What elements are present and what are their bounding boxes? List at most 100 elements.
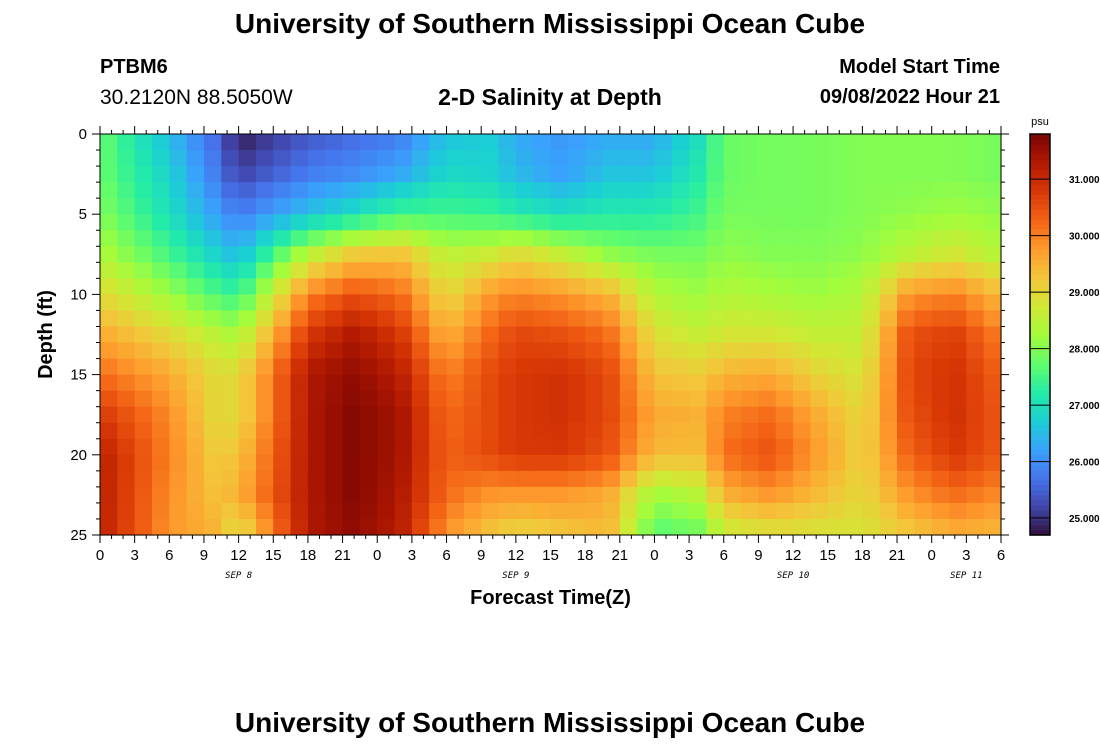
colorbar-band — [1030, 164, 1050, 170]
heatmap-cell — [966, 262, 985, 279]
heatmap-cell — [169, 438, 188, 456]
heatmap-cell — [481, 454, 500, 472]
x-axis-label: Forecast Time(Z) — [470, 587, 631, 609]
heatmap-cell — [463, 470, 482, 488]
heatmap-cell — [515, 326, 534, 344]
heatmap-cell — [949, 470, 967, 488]
heatmap-cell — [394, 358, 413, 376]
heatmap-cell — [758, 214, 777, 231]
model-start-value: 09/08/2022 Hour 21 — [819, 86, 1000, 108]
heatmap-cell — [689, 134, 708, 151]
heatmap-cell — [654, 454, 673, 472]
heatmap-cell — [203, 518, 222, 536]
colorbar-band — [1030, 374, 1050, 381]
heatmap-cell — [550, 390, 569, 408]
heatmap-cell — [221, 422, 240, 440]
heatmap-cell — [100, 150, 118, 167]
heatmap-cell — [827, 342, 846, 360]
heatmap-cell — [689, 438, 708, 456]
heatmap-cell — [637, 486, 656, 504]
heatmap-cell — [255, 278, 274, 295]
heatmap-cell — [567, 230, 586, 247]
heatmap-cell — [100, 310, 118, 328]
heatmap-cell — [567, 310, 586, 328]
heatmap-cell — [411, 342, 430, 360]
heatmap-cell — [879, 150, 898, 167]
heatmap-cell — [273, 470, 292, 488]
heatmap-cell — [377, 262, 396, 279]
colorbar-band — [1030, 259, 1050, 265]
heatmap-cell — [966, 454, 985, 472]
heatmap-cell — [325, 278, 344, 295]
heatmap-cell — [151, 182, 170, 199]
heatmap-cell — [273, 358, 292, 376]
heatmap-cell — [151, 374, 170, 392]
heatmap-cell — [481, 518, 500, 536]
heatmap-cell — [914, 438, 933, 456]
heatmap-cell — [758, 470, 777, 488]
heatmap-cell — [654, 486, 673, 504]
heatmap-cell — [394, 214, 413, 231]
colorbar-band — [1030, 464, 1050, 471]
heatmap-cell — [533, 278, 552, 295]
heatmap-cell — [827, 422, 846, 440]
heatmap-cell — [325, 374, 344, 392]
heatmap-cell — [723, 406, 742, 424]
heatmap-cell — [186, 390, 205, 408]
heatmap-cell — [775, 518, 794, 536]
heatmap-cell — [498, 150, 517, 167]
heatmap-cell — [949, 342, 967, 360]
heatmap-cell — [689, 326, 708, 344]
heatmap-cell — [827, 214, 846, 231]
heatmap-cell — [325, 262, 344, 279]
heatmap-cell — [550, 374, 569, 392]
heatmap-cell — [637, 358, 656, 376]
colorbar-band — [1030, 414, 1050, 421]
heatmap-cell — [221, 454, 240, 472]
heatmap-cell — [619, 310, 638, 328]
heatmap-cell — [533, 294, 552, 312]
heatmap-cell — [307, 166, 326, 183]
heatmap-cell — [290, 198, 309, 215]
heatmap-cell — [325, 310, 344, 328]
x-tick-label: 0 — [650, 547, 658, 564]
heatmap-cell — [186, 150, 205, 167]
heatmap-cell — [689, 246, 708, 263]
colorbar-band — [1030, 319, 1050, 326]
heatmap-cell — [169, 150, 188, 167]
heatmap-cell — [359, 262, 378, 279]
heatmap-cell — [463, 454, 482, 472]
heatmap-cell — [481, 502, 500, 520]
heatmap-cell — [221, 150, 240, 167]
heatmap-cell — [290, 390, 309, 408]
x-axis: 0 3 6 9 12 15 18 21 0 3 6 9 12 15 18 21 0 3 6 9 12 15 18 21 0 3 6 S… — [96, 126, 1005, 581]
heatmap-cell — [238, 326, 257, 344]
heatmap-cell — [827, 310, 846, 328]
heatmap-cell — [741, 166, 760, 183]
heatmap-cell — [463, 438, 482, 456]
heatmap-cell — [845, 294, 863, 312]
heatmap-cell — [671, 438, 690, 456]
heatmap-cell — [879, 374, 898, 392]
heatmap-cell — [741, 150, 760, 167]
heatmap-cell — [463, 310, 482, 328]
chart-title-top: University of Southern Mississippi Ocean… — [234, 8, 866, 39]
heatmap-cell — [689, 518, 708, 536]
heatmap-cell — [221, 214, 240, 231]
colorbar-band — [1030, 424, 1050, 431]
heatmap-cell — [914, 486, 933, 504]
heatmap-cell — [100, 358, 118, 376]
x-tick-label: 12 — [508, 547, 525, 564]
heatmap-cell — [273, 150, 292, 167]
heatmap-cell — [654, 214, 673, 231]
heatmap-cell — [810, 470, 829, 488]
heatmap-cell — [619, 326, 638, 344]
heatmap-cell — [290, 310, 309, 328]
heatmap-cell — [307, 262, 326, 279]
heatmap-cell — [203, 342, 222, 360]
heatmap-cell — [463, 342, 482, 360]
heatmap-cell — [186, 326, 205, 344]
heatmap-cell — [515, 358, 534, 376]
y-tick-label: 20 — [70, 447, 87, 464]
colorbar-band — [1030, 529, 1050, 536]
